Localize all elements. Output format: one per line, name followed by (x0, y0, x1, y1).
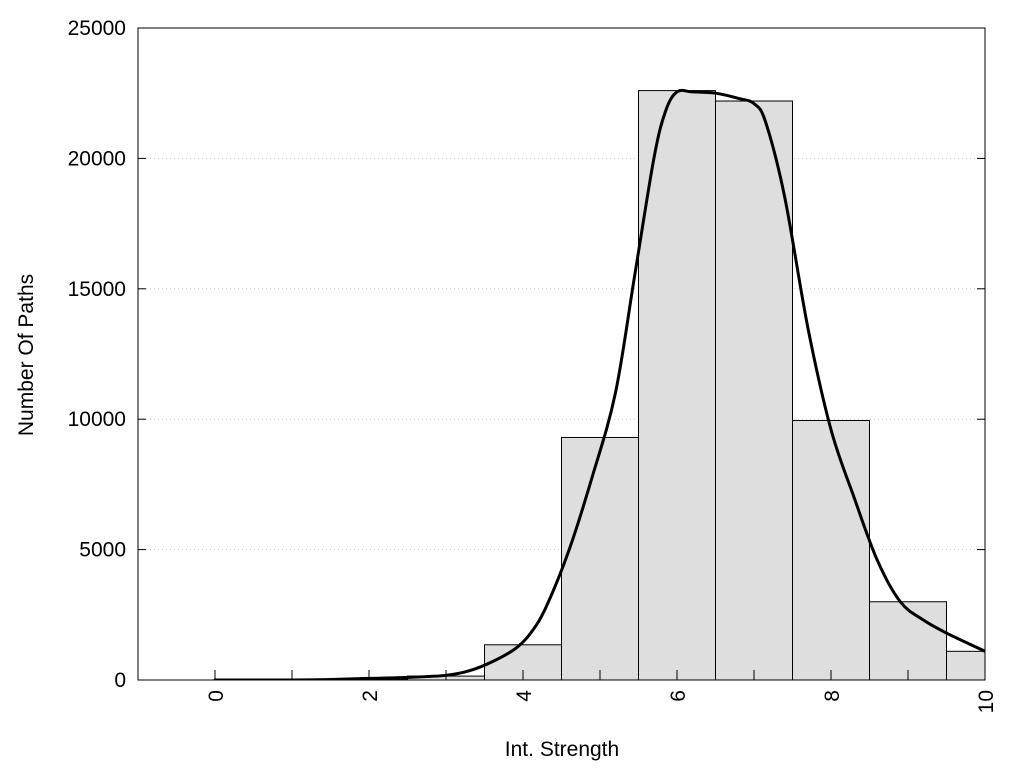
x-tick-label: 8 (821, 690, 844, 702)
x-tick-label: 4 (513, 690, 536, 702)
bars (330, 90, 985, 680)
x-tick-labels: 0 2 4 6 8 10 (205, 690, 998, 714)
curve-line (213, 88, 985, 680)
bar (715, 100, 793, 680)
y-tick-label: 5000 (79, 539, 126, 562)
ticks (138, 27, 986, 681)
x-tick-label: 0 (205, 690, 228, 702)
plot-frame (137, 27, 986, 681)
x-tick-label: 2 (359, 690, 382, 702)
y-tick-label: 0 (114, 669, 126, 692)
x-axis-title: Int. Strength (505, 738, 619, 761)
bar (561, 436, 639, 680)
y-axis-title: Number Of Paths (15, 274, 38, 436)
x-tick-label: 10 (975, 690, 998, 713)
y-tick-label: 25000 (68, 17, 126, 40)
x-tick-label: 6 (667, 690, 690, 702)
y-tick-label: 15000 (68, 278, 126, 301)
y-tick-labels: 0 5000 10000 15000 20000 25000 (68, 17, 126, 692)
bar (792, 420, 870, 680)
density-curve (213, 88, 985, 680)
y-tick-label: 20000 (68, 147, 126, 170)
bar (869, 601, 947, 680)
bar (946, 650, 985, 680)
y-tick-label: 10000 (68, 408, 126, 431)
